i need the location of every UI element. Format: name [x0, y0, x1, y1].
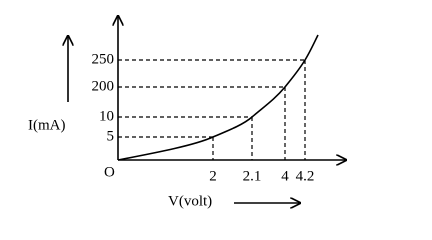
- y-tick-label: 250: [92, 51, 115, 67]
- y-tick-label: 5: [107, 128, 115, 144]
- x-tick-label: 2: [209, 168, 217, 184]
- x-tick-label: 4.2: [296, 168, 315, 184]
- x-tick-label: 4: [281, 168, 289, 184]
- ticks: 5 2 10 2.1 200 4 250 4.2: [92, 51, 315, 184]
- x-tick-label: 2.1: [243, 168, 262, 184]
- y-axis-label: I(mA): [28, 117, 66, 133]
- origin-label: O: [104, 164, 115, 180]
- iv-curve: [117, 34, 319, 161]
- x-axis-label: V(volt): [168, 193, 212, 209]
- y-tick-label: 200: [92, 78, 115, 94]
- iv-diagram: O I(mA) V(volt) 5 2 10 2.1 200 4 250 4.2: [28, 0, 432, 209]
- y-tick-label: 10: [99, 108, 114, 124]
